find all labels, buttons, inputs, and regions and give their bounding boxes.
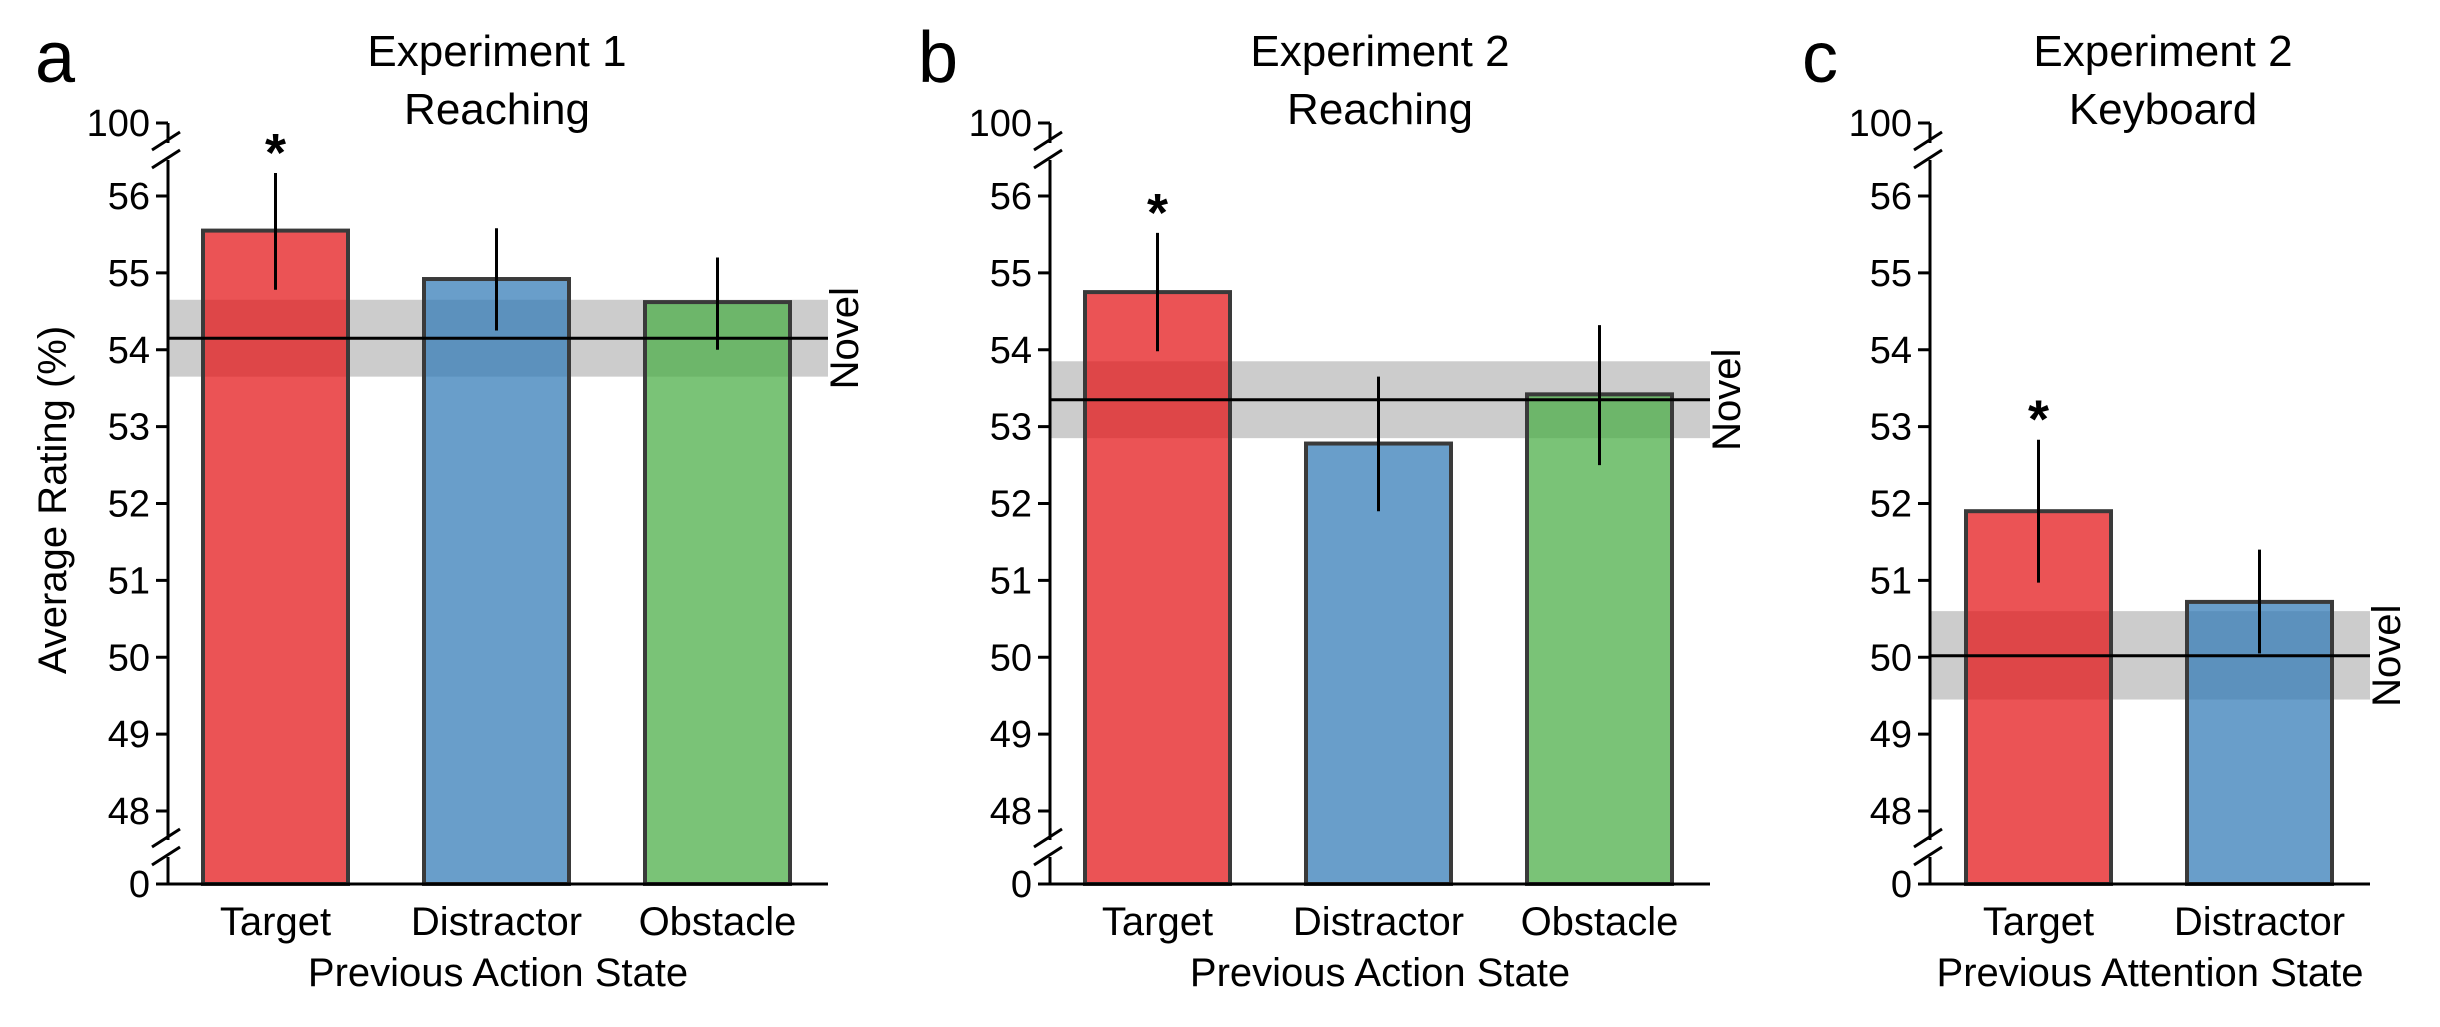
y-tick-label: 52 bbox=[990, 484, 1032, 526]
bar-target bbox=[1083, 290, 1232, 886]
axis-break-bottom-mark bbox=[1913, 845, 1943, 867]
y-tick-label: 50 bbox=[1870, 637, 1912, 679]
y-tick-label: 49 bbox=[1870, 714, 1912, 756]
axis-break-top-mark bbox=[1913, 148, 1943, 170]
y-axis-label: Average Rating (%) bbox=[31, 326, 75, 674]
significance-marker: * bbox=[2028, 390, 2049, 450]
novel-label: Novel bbox=[823, 287, 867, 389]
bar-target bbox=[201, 228, 350, 886]
axis-break-bottom-mark bbox=[151, 845, 181, 867]
panel-letter-a: a bbox=[35, 18, 76, 98]
x-tick-label-target: Target bbox=[1983, 900, 2094, 944]
bar-obstacle bbox=[643, 300, 792, 886]
x-axis-label: Previous Action State bbox=[1190, 951, 1570, 995]
x-tick-label-obstacle: Obstacle bbox=[639, 900, 797, 944]
y-tick-label: 48 bbox=[1870, 791, 1912, 833]
x-tick-label-obstacle: Obstacle bbox=[1521, 900, 1679, 944]
y-tick-label: 54 bbox=[108, 330, 150, 372]
panel-title-line: Experiment 2 bbox=[2033, 27, 2292, 76]
y-tick-label: 50 bbox=[990, 637, 1032, 679]
y-tick-label: 53 bbox=[1870, 407, 1912, 449]
x-axis-label: Previous Attention State bbox=[1937, 951, 2364, 995]
y-tick-label: 49 bbox=[990, 714, 1032, 756]
panel-title-line: Reaching bbox=[1287, 85, 1473, 134]
y-tick-label-100: 100 bbox=[969, 103, 1032, 145]
y-tick-label: 56 bbox=[1870, 176, 1912, 218]
y-tick-label-0: 0 bbox=[1011, 864, 1032, 906]
y-tick-label: 48 bbox=[108, 791, 150, 833]
x-tick-label-target: Target bbox=[1102, 900, 1213, 944]
y-tick-label: 53 bbox=[990, 407, 1032, 449]
y-tick-label: 48 bbox=[990, 791, 1032, 833]
axis-break-top-mark bbox=[151, 130, 181, 152]
bar-obstacle bbox=[1525, 392, 1674, 886]
axis-break-top-mark bbox=[1913, 130, 1943, 152]
y-tick-label: 51 bbox=[990, 560, 1032, 602]
y-tick-label: 50 bbox=[108, 637, 150, 679]
y-tick-label: 55 bbox=[990, 253, 1032, 295]
y-tick-label: 55 bbox=[1870, 253, 1912, 295]
x-tick-label-distractor: Distractor bbox=[1293, 900, 1464, 944]
x-tick-label-target: Target bbox=[220, 900, 331, 944]
axis-break-top-mark bbox=[1033, 130, 1063, 152]
axis-break-bottom-mark bbox=[151, 827, 181, 849]
panel-title-line: Reaching bbox=[404, 85, 590, 134]
significance-marker: * bbox=[265, 123, 286, 183]
axis-break-bottom-mark bbox=[1033, 827, 1063, 849]
panel-title-line: Keyboard bbox=[2069, 85, 2257, 134]
novel-label: Novel bbox=[2365, 605, 2409, 707]
y-tick-label-0: 0 bbox=[129, 864, 150, 906]
x-axis-label: Previous Action State bbox=[308, 951, 688, 995]
y-tick-label: 52 bbox=[108, 484, 150, 526]
significance-marker: * bbox=[1147, 183, 1168, 243]
panel-letter-c: c bbox=[1802, 18, 1838, 98]
y-tick-label: 55 bbox=[108, 253, 150, 295]
novel-label: Novel bbox=[1705, 349, 1749, 451]
y-tick-label: 54 bbox=[990, 330, 1032, 372]
y-tick-label: 54 bbox=[1870, 330, 1912, 372]
y-tick-label: 56 bbox=[990, 176, 1032, 218]
bar-distractor bbox=[422, 277, 571, 886]
x-tick-label-distractor: Distractor bbox=[2174, 900, 2345, 944]
y-tick-label-100: 100 bbox=[87, 103, 150, 145]
x-tick-label-distractor: Distractor bbox=[411, 900, 582, 944]
y-tick-label: 51 bbox=[108, 560, 150, 602]
y-tick-label: 53 bbox=[108, 407, 150, 449]
y-tick-label-0: 0 bbox=[1891, 864, 1912, 906]
axis-break-top-mark bbox=[1033, 148, 1063, 170]
axis-break-bottom-mark bbox=[1913, 827, 1943, 849]
panel-title-line: Experiment 2 bbox=[1250, 27, 1509, 76]
panel-letter-b: b bbox=[918, 18, 958, 98]
panel-title-line: Experiment 1 bbox=[367, 27, 626, 76]
y-tick-label: 51 bbox=[1870, 560, 1912, 602]
y-tick-label: 52 bbox=[1870, 484, 1912, 526]
y-tick-label-100: 100 bbox=[1849, 103, 1912, 145]
axis-break-top-mark bbox=[151, 148, 181, 170]
y-tick-label: 56 bbox=[108, 176, 150, 218]
axis-break-bottom-mark bbox=[1033, 845, 1063, 867]
y-tick-label: 49 bbox=[108, 714, 150, 756]
